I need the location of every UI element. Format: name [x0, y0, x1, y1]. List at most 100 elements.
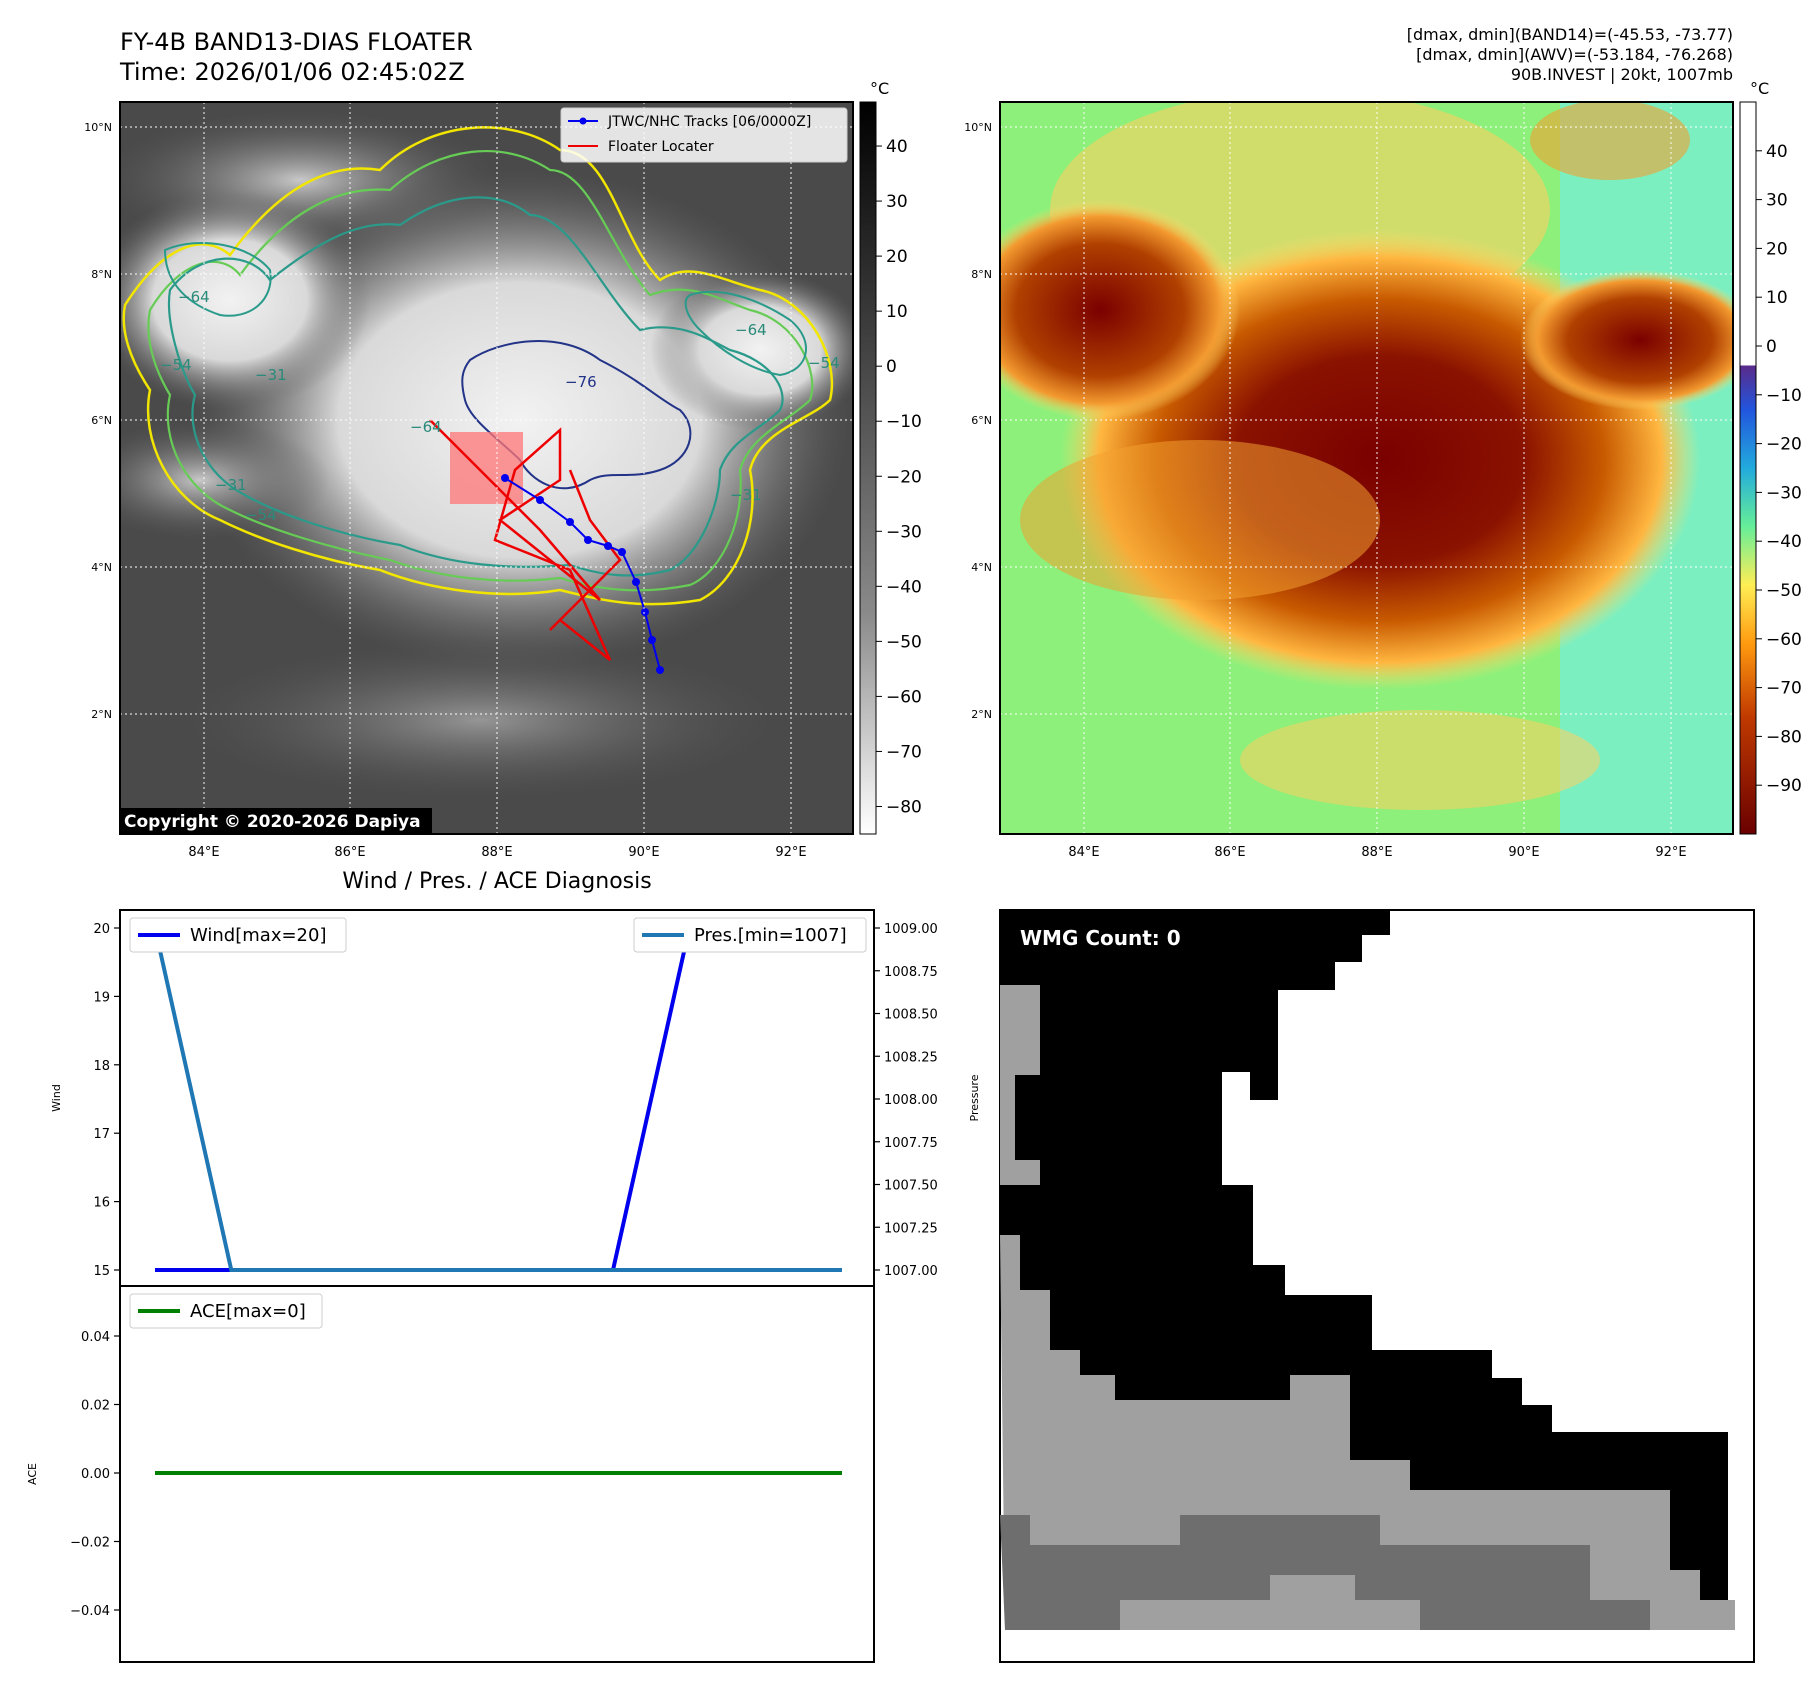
wind-axis-tick-label: 15 [93, 1264, 110, 1279]
jtwc-track-line [504, 477, 661, 671]
contour-label: −76 [565, 373, 597, 391]
wv-colorbar-label: −80 [1766, 727, 1802, 747]
wv-colorbar-label: −90 [1766, 776, 1802, 796]
pres-axis-tick-label: 1007.75 [884, 1136, 938, 1151]
contour-label: −31 [215, 476, 247, 494]
contour-green [147, 150, 814, 592]
svg-text:86°E: 86°E [1214, 845, 1245, 860]
contour-teal [168, 196, 784, 577]
ace-chart: 0.04 0.02 0.00 −0.02 −0.04 ACE ACE[max=0] [26, 1285, 875, 1663]
pres-legend: Pres.[min=1007] [633, 917, 867, 953]
ir-colorbar-label: 20 [886, 247, 908, 267]
pres-axis-tick-label: 1007.00 [884, 1264, 938, 1279]
ir-colorbar-label: 10 [886, 302, 908, 322]
wmg-ylabel: Pressure [968, 1074, 981, 1121]
wv-map-panel: 10°N 8°N 6°N 4°N 2°N 84°E 86°E 88°E 90°E… [964, 101, 1734, 860]
info-line2: [dmax, dmin](AWV)=(-53.184, -76.268) [1416, 45, 1733, 64]
ace-axis-tick-label: 0.02 [81, 1399, 110, 1414]
pres-axis-tick-label: 1008.00 [884, 1093, 938, 1108]
pres-axis-tick-label: 1008.25 [884, 1050, 938, 1065]
svg-text:88°E: 88°E [481, 845, 512, 860]
wind-axis-tick-label: 17 [93, 1127, 110, 1142]
contour-label: −54 [245, 506, 277, 524]
info-line1: [dmax, dmin](BAND14)=(-45.53, -73.77) [1407, 25, 1733, 44]
svg-text:10°N: 10°N [84, 121, 112, 134]
svg-text:4°N: 4°N [971, 561, 992, 574]
wind-axis-tick-label: 16 [93, 1196, 110, 1211]
wv-colorbar-label: 40 [1766, 142, 1788, 162]
ir-colorbar-label: −10 [886, 412, 922, 432]
ace-legend: ACE[max=0] [129, 1293, 323, 1329]
wv-lon-labels: 84°E 86°E 88°E 90°E 92°E [1068, 845, 1686, 860]
contour-label: −64 [735, 321, 767, 339]
svg-text:86°E: 86°E [334, 845, 365, 860]
ace-axis-tick-label: −0.04 [70, 1604, 110, 1619]
track-point [604, 542, 612, 550]
pres-axis-tick-label: 1008.50 [884, 1008, 938, 1023]
wv-colorbar-label: −20 [1766, 435, 1802, 455]
legend-floater: Floater Locater [608, 139, 714, 155]
track-point [584, 536, 592, 544]
wv-colorbar-label: 20 [1766, 239, 1788, 259]
ace-axis-tick-label: 0.00 [81, 1467, 110, 1482]
ir-colorbar-label: −20 [886, 467, 922, 487]
wv-colorbar-label: 30 [1766, 191, 1788, 211]
contour-label: −31 [255, 366, 287, 384]
ir-colorbar-label: 0 [886, 357, 897, 377]
ir-lon-labels: 84°E 86°E 88°E 90°E 92°E [188, 845, 806, 860]
svg-text:8°N: 8°N [971, 268, 992, 281]
wv-colorbar-label: −60 [1766, 630, 1802, 650]
contour-label: −64 [410, 418, 442, 436]
svg-text:2°N: 2°N [91, 708, 112, 721]
svg-text:90°E: 90°E [1508, 845, 1539, 860]
svg-text:8°N: 8°N [91, 268, 112, 281]
ir-colorbar-unit: °C [870, 79, 889, 98]
wv-colorbar-label: −50 [1766, 581, 1802, 601]
wind-legend: Wind[max=20] [129, 917, 347, 953]
pres-axis-tick-label: 1009.00 [884, 922, 938, 937]
ir-map-panel: −64 −64 −54 −54 −31 −31 −76 −54 −31 −64 … [84, 101, 854, 860]
svg-text:6°N: 6°N [91, 414, 112, 427]
wv-lat-labels: 10°N 8°N 6°N 4°N 2°N [964, 121, 992, 721]
svg-text:92°E: 92°E [1655, 845, 1686, 860]
svg-text:2°N: 2°N [971, 708, 992, 721]
pres-series-line [153, 927, 842, 1272]
ir-colorbar: °C 40 30 20 10 0 −10 −20 −30 −40 −50 −60 −70 −80 [859, 79, 922, 835]
legend-pres: Pres.[min=1007] [694, 925, 847, 946]
svg-text:84°E: 84°E [188, 845, 219, 860]
svg-text:10°N: 10°N [964, 121, 992, 134]
pres-axis-tick-label: 1007.50 [884, 1179, 938, 1194]
wv-colorbar-label: 0 [1766, 337, 1777, 357]
wind-ylabel: Wind [50, 1084, 63, 1112]
wv-colorbar-label: −30 [1766, 483, 1802, 503]
svg-text:6°N: 6°N [971, 414, 992, 427]
svg-text:92°E: 92°E [775, 845, 806, 860]
ace-axis-tick-label: −0.02 [70, 1536, 110, 1551]
wind-axis-tick-label: 18 [93, 1059, 110, 1074]
svg-text:90°E: 90°E [628, 845, 659, 860]
pres-axis-tick-label: 1007.25 [884, 1221, 938, 1236]
wmg-grey-region [1000, 985, 1735, 1630]
contour-teal-east [684, 290, 807, 377]
wmg-darkgrey-region [1000, 1515, 1650, 1630]
wmg-panel: Pressure WMG Count: 0 [968, 909, 1755, 1663]
legend-jtwc: JTWC/NHC Tracks [06/0000Z] [607, 114, 811, 130]
copyright-text: Copyright © 2020-2026 Dapiya [124, 812, 421, 832]
diagnosis-title: Wind / Pres. / ACE Diagnosis [342, 869, 651, 894]
wind-axis-tick-label: 19 [93, 990, 110, 1005]
svg-text:84°E: 84°E [1068, 845, 1099, 860]
contour-label: −54 [160, 356, 192, 374]
ace-axis-tick-label: 0.04 [81, 1330, 110, 1345]
wv-colorbar-label: −40 [1766, 532, 1802, 552]
legend-wind: Wind[max=20] [190, 925, 327, 946]
track-point [632, 578, 640, 586]
info-line3: 90B.INVEST | 20kt, 1007mb [1511, 65, 1733, 84]
track-point [566, 518, 574, 526]
ir-colorbar-label: −40 [886, 577, 922, 597]
copyright-box [120, 808, 432, 834]
contour-label: −31 [730, 486, 762, 504]
track-point [501, 474, 509, 482]
wmg-black-region [1000, 910, 1728, 1600]
contour-label: −54 [808, 354, 840, 372]
